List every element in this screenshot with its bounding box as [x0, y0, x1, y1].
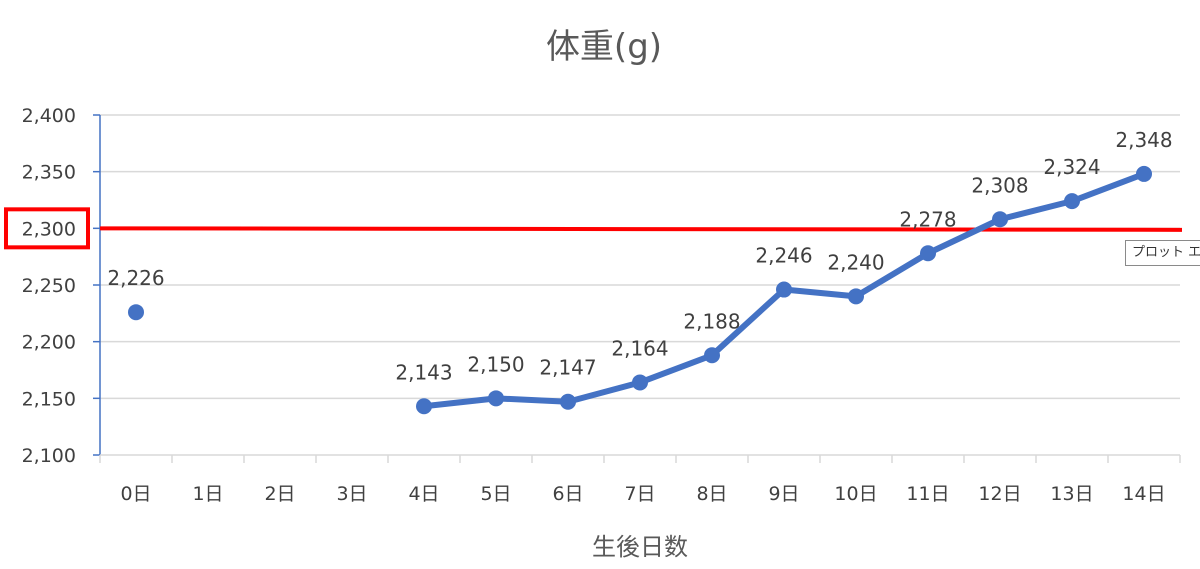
data-label: 2,246	[755, 244, 812, 268]
y-tick-label: 2,350	[22, 162, 76, 184]
x-tick-label: 13日	[1050, 483, 1093, 505]
data-label: 2,278	[899, 207, 956, 231]
y-tick-label: 2,400	[22, 105, 76, 127]
data-label: 2,188	[683, 309, 740, 333]
data-point[interactable]	[848, 288, 864, 305]
series-group[interactable]	[128, 165, 1152, 415]
reference-line-group	[99, 226, 1183, 232]
x-tick-label: 2日	[264, 483, 295, 505]
x-tick-label: 4日	[408, 483, 439, 505]
x-tick-label: 3日	[336, 483, 367, 505]
data-point[interactable]	[416, 398, 432, 415]
data-label: 2,324	[1043, 155, 1100, 179]
data-point[interactable]	[776, 281, 792, 298]
data-point[interactable]	[128, 304, 144, 321]
y-tick-label: 2,250	[22, 275, 76, 297]
y-tick-label: 2,100	[22, 445, 76, 467]
data-label: 2,348	[1115, 128, 1172, 152]
data-labels: 2,226 2,143 2,150 2,147 2,164 2,188 2,246 2,240…	[107, 128, 1172, 384]
data-label: 2,240	[827, 250, 884, 274]
data-point[interactable]	[992, 211, 1008, 228]
data-point[interactable]	[488, 390, 504, 407]
data-point[interactable]	[1136, 165, 1152, 182]
data-point[interactable]	[560, 393, 576, 410]
x-tick-label: 8日	[696, 483, 727, 505]
data-label: 2,150	[467, 352, 524, 376]
reference-line	[99, 226, 1183, 232]
data-point[interactable]	[632, 374, 648, 391]
data-label: 2,226	[107, 266, 164, 290]
x-tick-label: 9日	[768, 483, 799, 505]
data-point[interactable]	[1064, 193, 1080, 210]
x-tick-label: 5日	[480, 483, 511, 505]
data-label: 2,147	[539, 356, 596, 380]
y-axis: 2,100 2,150 2,200 2,250 2,300 2,350 2,400	[4, 105, 101, 467]
data-label: 2,143	[395, 360, 452, 384]
x-tick-label: 14日	[1122, 483, 1165, 505]
x-tick-label: 12日	[978, 483, 1021, 505]
plot-area-tooltip: プロット エリア	[1125, 240, 1200, 266]
x-tick-label: 0日	[120, 483, 151, 505]
y-tick-label: 2,200	[22, 332, 76, 354]
x-tick-label: 1日	[192, 483, 223, 505]
data-point[interactable]	[920, 245, 936, 262]
x-tick-label: 11日	[906, 483, 949, 505]
data-point[interactable]	[704, 347, 720, 364]
y-tick-label: 2,300	[22, 218, 76, 240]
data-label: 2,308	[971, 173, 1028, 197]
y-tick-label: 2,150	[22, 388, 76, 410]
x-tick-label: 10日	[834, 483, 877, 505]
x-tick-label: 6日	[552, 483, 583, 505]
x-axis: 0日 1日 2日 3日 4日 5日 6日 7日 8日 9日 10日 11日 12日 13日 14日	[99, 454, 1181, 505]
chart-title: 体重(g)	[546, 27, 662, 67]
x-axis-label: 生後日数	[592, 533, 688, 561]
x-tick-label: 7日	[624, 483, 655, 505]
highlight-box	[4, 207, 90, 250]
data-label: 2,164	[611, 336, 668, 360]
